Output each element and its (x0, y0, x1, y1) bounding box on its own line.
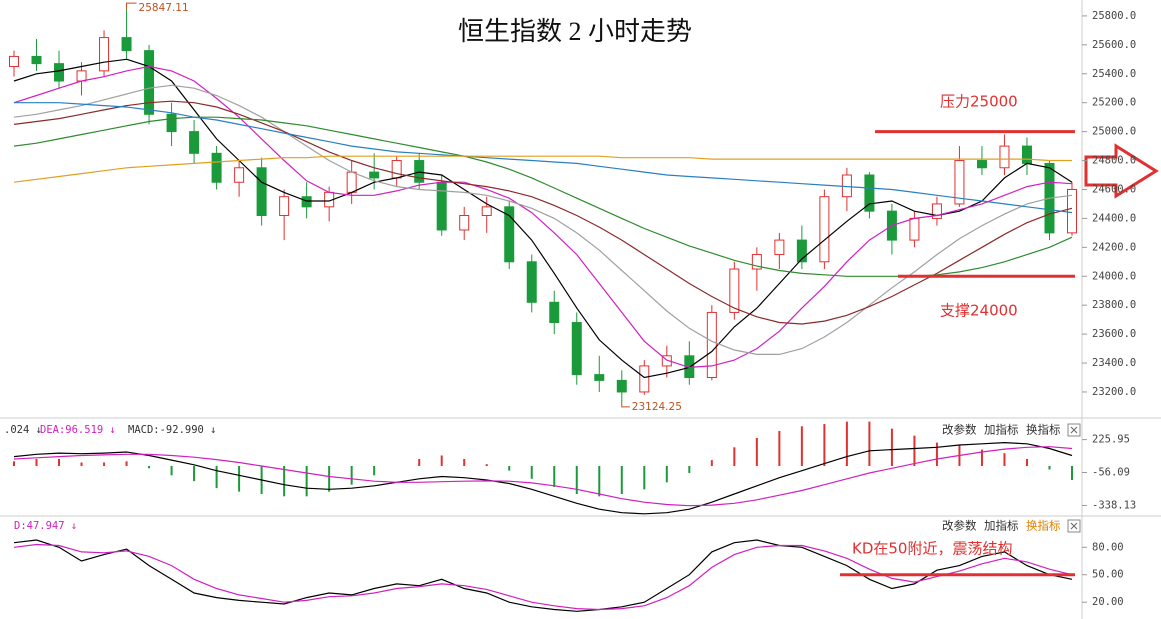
toolbar-button[interactable]: 改参数 (942, 519, 977, 533)
y-tick-label: 24800.0 (1092, 155, 1136, 167)
candle-body (864, 174, 875, 212)
toolbar-button[interactable]: 加指标 (984, 423, 1019, 437)
candle-body (211, 152, 222, 183)
indicator-legend: D:47.947 ↓ (14, 520, 77, 532)
candle-body (796, 239, 807, 263)
low-leader (621, 402, 630, 408)
candle-body (391, 160, 402, 179)
y-tick-label: 23400.0 (1092, 357, 1136, 369)
candle-body (976, 160, 987, 169)
y-tick-label: 25800.0 (1092, 10, 1136, 22)
candle-body (1067, 188, 1077, 234)
indicator-legend: DEA:96.519 ↓ (40, 424, 116, 436)
indicator-line (13, 446, 1073, 507)
candle-body (301, 196, 312, 208)
candle-body (616, 379, 627, 393)
candle-body (639, 365, 650, 393)
indicator-line (14, 102, 1073, 214)
candle-body (76, 70, 87, 82)
candle-body (54, 63, 65, 82)
candle-body (706, 311, 717, 379)
toolbar-button[interactable]: 换指标 (1026, 423, 1061, 437)
candle-body (166, 113, 177, 133)
y-tick-label: 25200.0 (1092, 97, 1136, 109)
candle-body (99, 37, 110, 72)
candle-body (234, 167, 245, 183)
candle-body (751, 254, 762, 270)
candle-body (504, 206, 515, 263)
high-leader (126, 2, 137, 10)
reference-label: 压力25000 (940, 93, 1018, 111)
candle-body (594, 374, 605, 381)
y-tick-label: 25400.0 (1092, 68, 1136, 80)
candle-body (774, 239, 785, 256)
reference-label: KD在50附近，震荡结构 (852, 540, 1012, 558)
indicator-line (13, 100, 1073, 325)
candle-body (346, 171, 357, 193)
candle-body (279, 196, 290, 217)
candle-body (436, 181, 447, 231)
candle-body (661, 355, 672, 367)
indicator-legend: MACD:-92.990 ↓ (128, 424, 217, 436)
candle-body (931, 203, 942, 219)
y-tick-label: 24400.0 (1092, 212, 1136, 224)
y-tick-label: 25600.0 (1092, 39, 1136, 51)
indicator-line (13, 84, 1073, 355)
candle-body (571, 322, 582, 376)
close-icon (1070, 426, 1078, 434)
candle-body (189, 131, 200, 154)
indicator-legend: .024 ↓ (4, 424, 42, 436)
y-tick-label: 20.00 (1092, 596, 1124, 608)
y-tick-label: 23600.0 (1092, 328, 1136, 340)
indicator-line (13, 58, 1073, 379)
low-label: 23124.25 (632, 401, 682, 413)
y-tick-label: 24600.0 (1092, 183, 1136, 195)
candle-body (369, 171, 380, 179)
trend-arrow (1084, 143, 1159, 199)
y-tick-label: 50.00 (1092, 569, 1124, 581)
candle-body (144, 50, 155, 115)
toolbar-button[interactable]: 换指标 (1026, 519, 1061, 533)
candle-body (729, 268, 740, 313)
candle-body (954, 160, 965, 205)
candle-body (459, 215, 470, 231)
reference-label: 支撑24000 (940, 302, 1018, 320)
y-tick-label: -56.09 (1092, 467, 1130, 479)
y-tick-label: 23200.0 (1092, 386, 1136, 398)
candle-body (909, 217, 920, 241)
y-tick-label: 24200.0 (1092, 241, 1136, 253)
candle-body (121, 37, 132, 52)
candle-body (819, 196, 830, 263)
y-tick-label: 225.95 (1092, 434, 1130, 446)
candle-body (256, 167, 267, 217)
y-tick-label: 80.00 (1092, 541, 1124, 553)
indicator-line (13, 116, 1073, 277)
toolbar-button[interactable]: 加指标 (984, 519, 1019, 533)
candle-body (481, 206, 492, 217)
candle-body (9, 55, 19, 68)
candle-body (31, 55, 42, 65)
indicator-line (13, 539, 1073, 612)
candle-body (526, 261, 537, 303)
close-icon (1070, 522, 1078, 530)
high-label: 25847.11 (139, 2, 189, 14)
candle-body (414, 160, 425, 183)
candle-body (549, 301, 560, 324)
y-tick-label: 23800.0 (1092, 299, 1136, 311)
candle-body (999, 145, 1010, 169)
indicator-line (13, 543, 1073, 611)
y-tick-label: 24000.0 (1092, 270, 1136, 282)
indicator-line (13, 65, 1073, 369)
y-tick-label: -338.13 (1092, 499, 1136, 511)
toolbar-button[interactable]: 改参数 (942, 423, 977, 437)
y-tick-label: 25000.0 (1092, 126, 1136, 138)
indicator-line (13, 441, 1073, 515)
candle-body (1021, 145, 1032, 164)
indicator-line (13, 155, 1072, 183)
chart-title: 恒生指数 2 小时走势 (458, 17, 692, 46)
